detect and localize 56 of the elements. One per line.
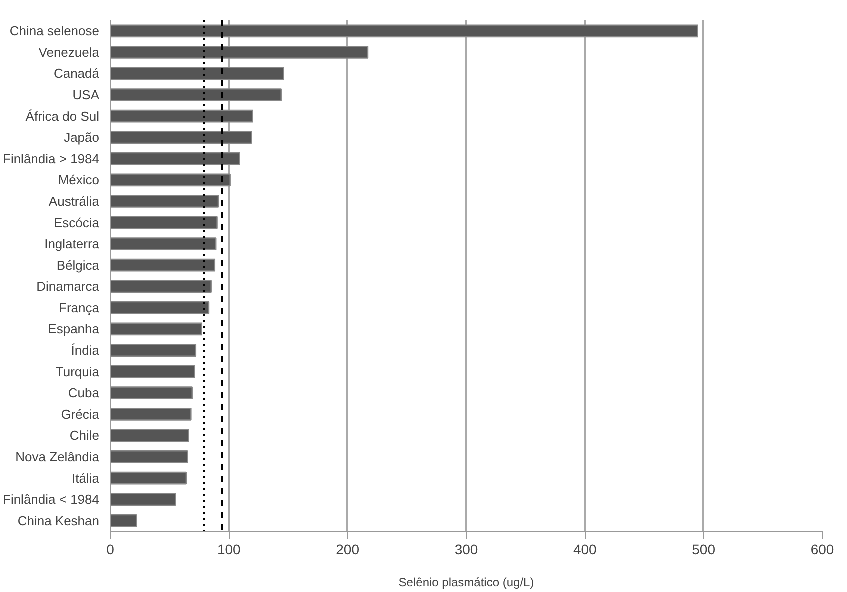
y-tick-label: Itália (72, 470, 100, 486)
y-tick-label: França (59, 300, 100, 316)
y-tick-label: Inglaterra (44, 236, 100, 252)
bar (110, 24, 698, 38)
bar (110, 514, 138, 528)
y-tick-label: Espanha (48, 322, 100, 337)
bar (110, 88, 282, 102)
y-tick-label: Grécia (61, 406, 100, 422)
y-tick-label: Finlândia > 1984 (3, 151, 100, 166)
bar (110, 429, 190, 442)
x-tick-label: 200 (336, 542, 360, 558)
bar (110, 493, 176, 506)
bar (110, 386, 193, 400)
x-tick-label: 100 (217, 542, 242, 558)
y-tick-label: Chile (70, 428, 100, 444)
bar (110, 174, 231, 187)
bar (110, 280, 212, 294)
bar (110, 46, 369, 59)
bar (110, 322, 202, 336)
bar (110, 238, 217, 251)
y-tick-label: Finlândia < 1984 (3, 492, 100, 508)
y-tick-label: México (58, 172, 100, 188)
bar (110, 472, 188, 485)
y-tick-label: Bélgica (56, 258, 100, 273)
x-tick-label: 0 (106, 542, 115, 558)
y-tick-label: China Keshan (18, 513, 100, 528)
bar (110, 258, 216, 272)
y-tick-label: Canadá (54, 66, 100, 82)
bar (110, 195, 220, 208)
x-tick-label: 400 (573, 542, 598, 558)
x-tick-label: 300 (454, 542, 478, 558)
y-tick-label: China selenose (10, 24, 100, 39)
y-tick-label: Japão (64, 130, 100, 146)
x-tick-label: 600 (810, 542, 834, 558)
x-axis-title: Selênio plasmático (ug/L) (398, 576, 534, 590)
y-tick-label: Austrália (48, 194, 100, 209)
bar (110, 131, 252, 144)
x-tick-label: 500 (692, 542, 716, 558)
bar (110, 408, 192, 421)
bar (110, 110, 254, 123)
y-tick-label: USA (72, 88, 100, 103)
bar (110, 344, 197, 357)
y-tick-label: Venezuela (38, 44, 100, 60)
bar (110, 450, 188, 464)
bar (110, 67, 284, 80)
bar (110, 152, 240, 166)
y-tick-label: Escócia (54, 215, 100, 230)
bar (110, 365, 196, 378)
y-tick-label: África do Sul (26, 108, 100, 124)
y-tick-label: Dinamarca (36, 279, 100, 294)
y-tick-label: Cuba (68, 386, 100, 401)
bar (110, 216, 218, 230)
y-tick-label: Turquia (56, 364, 100, 380)
bar (110, 301, 210, 314)
y-tick-label: Nova Zelândia (16, 449, 100, 464)
y-tick-label: Índia (71, 343, 100, 358)
